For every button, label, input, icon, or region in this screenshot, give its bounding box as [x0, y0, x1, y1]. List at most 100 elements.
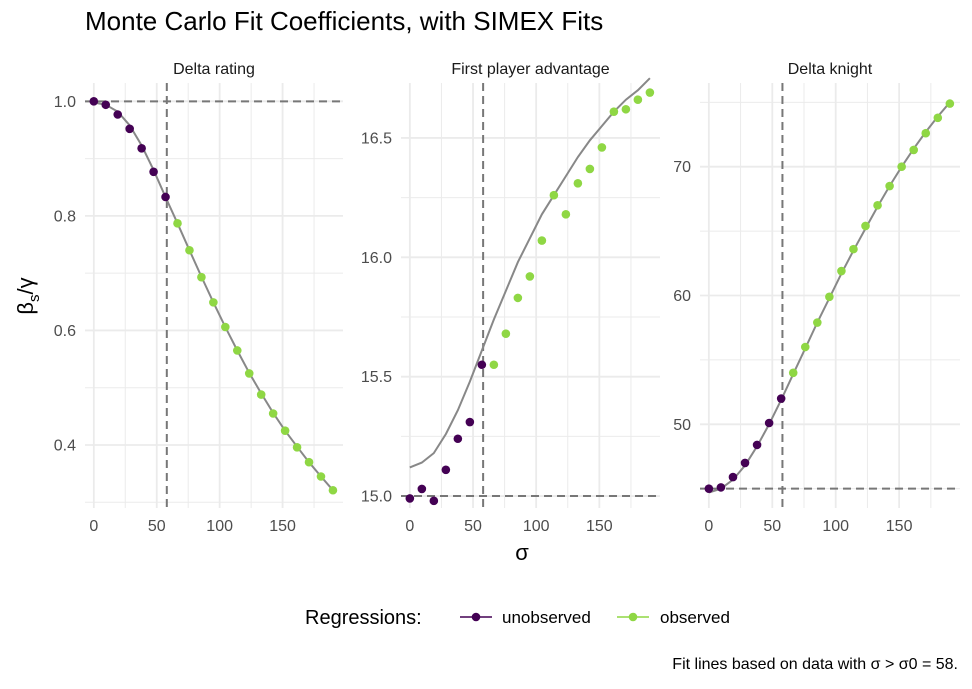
legend-key-point: [471, 612, 481, 622]
point-observed: [197, 272, 206, 282]
x-tick-label: 50: [464, 518, 482, 535]
point-unobserved: [728, 472, 738, 482]
point-observed: [513, 293, 523, 303]
point-observed: [837, 266, 846, 276]
point-unobserved: [89, 97, 99, 106]
facet-panel: Delta rating 0.4 0.6 0.8 1.0 0 50 100 150: [54, 61, 343, 535]
y-tick-label: 16.0: [361, 250, 392, 267]
point-unobserved: [405, 494, 415, 503]
point-unobserved: [776, 394, 786, 403]
chart-title: Monte Carlo Fit Coefficients, with SIMEX…: [85, 6, 603, 36]
point-observed: [621, 104, 631, 114]
facet-strip-label: Delta rating: [173, 61, 255, 78]
point-observed: [549, 190, 559, 200]
facet-panel: Delta knight 50 60 70 0 50 100 150: [673, 61, 960, 535]
point-observed: [921, 128, 931, 138]
point-unobserved: [429, 496, 439, 506]
point-observed: [909, 145, 919, 155]
point-observed: [280, 426, 290, 435]
y-tick-label: 0.4: [54, 437, 76, 454]
point-unobserved: [161, 192, 170, 202]
x-tick-label: 100: [206, 518, 233, 535]
x-tick-label: 150: [886, 518, 913, 535]
point-observed: [232, 346, 242, 355]
point-observed: [328, 485, 338, 495]
point-observed: [501, 329, 511, 339]
point-observed: [173, 219, 182, 228]
y-tick-label: 0.8: [54, 208, 76, 225]
point-observed: [561, 210, 571, 219]
y-tick-label: 60: [673, 288, 691, 305]
point-observed: [221, 322, 230, 332]
point-unobserved: [477, 360, 487, 370]
point-unobserved: [417, 484, 427, 494]
chart-caption: Fit lines based on data with σ > σ0 = 58…: [672, 656, 958, 673]
legend-key-point: [628, 612, 638, 622]
x-tick-label: 150: [586, 518, 613, 535]
fit-line: [93, 101, 334, 491]
point-observed: [209, 298, 218, 307]
x-tick-label: 100: [822, 518, 849, 535]
x-axis-title: σ: [515, 540, 529, 565]
y-tick-label: 1.0: [54, 94, 76, 111]
facet-strip-label: First player advantage: [451, 61, 609, 78]
x-tick-label: 100: [523, 518, 550, 535]
legend-title: Regressions:: [305, 607, 422, 629]
facet-strip-label: Delta knight: [788, 61, 873, 78]
point-unobserved: [716, 483, 726, 492]
point-observed: [609, 107, 619, 116]
point-observed: [585, 164, 595, 174]
point-observed: [933, 113, 943, 123]
point-observed: [185, 245, 194, 255]
x-tick-label: 50: [148, 518, 166, 535]
x-tick-label: 0: [405, 518, 414, 535]
point-unobserved: [149, 167, 158, 177]
y-axis-title-text: βs/γ: [13, 277, 43, 314]
y-axis-title: βs/γ: [13, 277, 43, 314]
facet-panel: First player advantage 15.0 15.5 16.0 16.5 0 5…: [361, 61, 660, 535]
point-observed: [885, 181, 894, 191]
y-tick-label: 16.5: [361, 130, 392, 147]
point-observed: [788, 368, 798, 378]
y-tick-label: 15.5: [361, 369, 392, 386]
point-observed: [897, 162, 906, 172]
point-observed: [525, 272, 535, 281]
point-observed: [597, 143, 607, 152]
point-unobserved: [453, 434, 463, 444]
point-observed: [825, 292, 834, 302]
point-observed: [489, 360, 499, 370]
y-tick-label: 15.0: [361, 489, 392, 506]
point-unobserved: [465, 417, 475, 427]
x-tick-label: 50: [763, 518, 781, 535]
point-unobserved: [125, 124, 134, 134]
point-observed: [861, 221, 870, 231]
point-observed: [268, 409, 278, 418]
fit-line: [409, 77, 651, 469]
point-unobserved: [764, 418, 774, 428]
legend-label: unobserved: [502, 608, 591, 627]
point-observed: [304, 457, 314, 467]
legend: Regressions: unobserved observed: [305, 607, 730, 629]
point-unobserved: [101, 100, 111, 110]
x-tick-label: 0: [89, 518, 98, 535]
x-tick-label: 0: [704, 518, 713, 535]
point-unobserved: [704, 484, 714, 493]
point-observed: [849, 244, 858, 254]
point-observed: [633, 95, 643, 105]
point-unobserved: [752, 440, 762, 450]
point-observed: [256, 390, 266, 399]
y-tick-label: 0.6: [54, 323, 76, 340]
x-tick-label: 150: [269, 518, 296, 535]
point-observed: [573, 178, 583, 188]
point-observed: [316, 472, 326, 481]
point-observed: [945, 99, 955, 108]
point-observed: [244, 369, 254, 378]
point-observed: [800, 342, 810, 352]
point-unobserved: [137, 143, 146, 153]
point-observed: [292, 442, 302, 452]
point-observed: [537, 236, 547, 245]
point-observed: [645, 88, 655, 97]
point-unobserved: [441, 465, 451, 475]
